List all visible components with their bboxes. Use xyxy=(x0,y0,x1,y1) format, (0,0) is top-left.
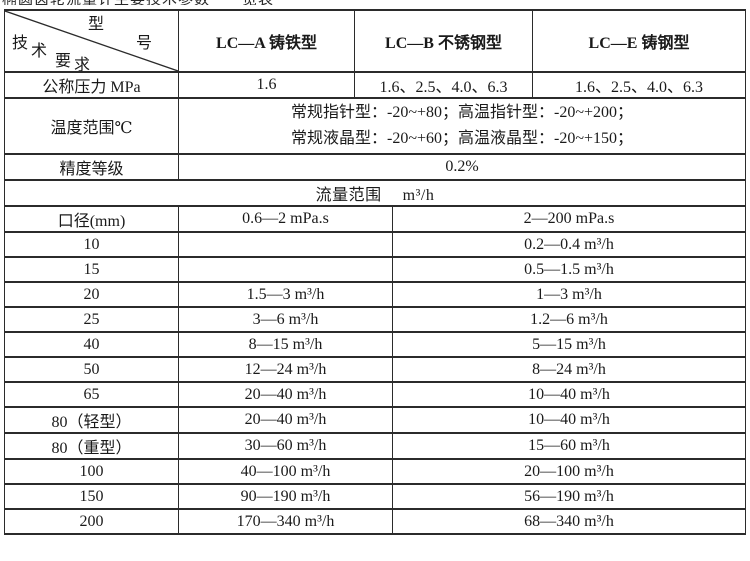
table-row: 公称压力 MPa 1.6 1.6、2.5、4.0、6.3 1.6、2.5、4.0… xyxy=(4,71,746,99)
table-row: 20 1.5—3 m³/h 1—3 m³/h xyxy=(4,281,746,308)
table-row: 150 90—190 m³/h 56—190 m³/h xyxy=(4,483,746,510)
temperature-line-lcd: 常规液晶型：-20~+60；高温液晶型：-20~+150； xyxy=(290,130,634,147)
diagonal-label-model-char2: 号 xyxy=(136,35,153,52)
diagonal-label-requirements-char4: 求 xyxy=(74,57,91,72)
spec-table-upper: 型 号 技 术 要 求 LC—A 铸铁型 LC—B 不锈钢型 LC—E 铸钢型 … xyxy=(4,9,746,207)
diameter-cell: 40 xyxy=(4,331,179,358)
flow-high-cell: 15—60 m³/h xyxy=(392,432,746,460)
flow-high-cell: 0.2—0.4 m³/h xyxy=(392,231,746,258)
flow-high-cell: 10—40 m³/h xyxy=(392,381,746,408)
viscosity-high-header: 2—200 mPa.s xyxy=(392,205,746,233)
accuracy-label: 精度等级 xyxy=(4,153,179,181)
table-row: 型 号 技 术 要 求 LC—A 铸铁型 LC—B 不锈钢型 LC—E 铸钢型 xyxy=(4,9,746,73)
temperature-value-cell: 常规指针型：-20~+80；高温指针型：-20~+200； 常规液晶型：-20~… xyxy=(178,97,746,155)
flow-low-cell: 40—100 m³/h xyxy=(178,458,393,485)
table-row: 15 0.5—1.5 m³/h xyxy=(4,256,746,283)
temperature-line-pointer: 常规指针型：-20~+80；高温指针型：-20~+200； xyxy=(290,104,634,121)
flow-low-cell: 30—60 m³/h xyxy=(178,432,393,460)
clipped-text: 椭圆齿轮流量计主要技术参数 一览表 xyxy=(2,0,322,5)
diameter-cell: 150 xyxy=(4,483,179,510)
temperature-label: 温度范围℃ xyxy=(4,97,179,155)
flow-high-cell: 8—24 m³/h xyxy=(392,356,746,383)
flow-low-cell: 20—40 m³/h xyxy=(178,406,393,434)
flow-low-cell: 170—340 m³/h xyxy=(178,508,393,535)
flow-high-cell: 68—340 m³/h xyxy=(392,508,746,535)
diagonal-label-requirements-char3: 要 xyxy=(55,53,72,70)
table-row: 100 40—100 m³/h 20—100 m³/h xyxy=(4,458,746,485)
table-row: 流量范围 m³/h xyxy=(4,179,746,207)
table-row: 40 8—15 m³/h 5—15 m³/h xyxy=(4,331,746,358)
flow-low-cell: 20—40 m³/h xyxy=(178,381,393,408)
clipped-text-line: 椭圆齿轮流量计主要技术参数 一览表 xyxy=(2,0,322,5)
diagonal-box: 型 号 技 术 要 求 xyxy=(5,11,178,72)
flow-low-cell: 3—6 m³/h xyxy=(178,306,393,333)
column-header-lc-b: LC—B 不锈钢型 xyxy=(354,9,533,73)
viscosity-low-header: 0.6—2 mPa.s xyxy=(178,205,393,233)
pressure-value-lc-a: 1.6 xyxy=(178,71,355,99)
table-row: 精度等级 0.2% xyxy=(4,153,746,181)
table-row: 50 12—24 m³/h 8—24 m³/h xyxy=(4,356,746,383)
flow-low-cell: 8—15 m³/h xyxy=(178,331,393,358)
pressure-label: 公称压力 MPa xyxy=(4,71,179,99)
flow-low-cell xyxy=(178,231,393,258)
diameter-cell: 15 xyxy=(4,256,179,283)
flow-high-cell: 5—15 m³/h xyxy=(392,331,746,358)
diameter-cell: 65 xyxy=(4,381,179,408)
flow-low-cell: 1.5—3 m³/h xyxy=(178,281,393,308)
diameter-header: 口径(mm) xyxy=(4,205,179,233)
diameter-cell: 25 xyxy=(4,306,179,333)
table-row: 口径(mm) 0.6—2 mPa.s 2—200 mPa.s xyxy=(4,205,746,233)
diameter-cell: 80（轻型） xyxy=(4,406,179,434)
table-row: 80（轻型） 20—40 m³/h 10—40 m³/h xyxy=(4,406,746,434)
pressure-value-lc-b: 1.6、2.5、4.0、6.3 xyxy=(354,71,533,99)
diagonal-line xyxy=(5,11,178,71)
table-row: 200 170—340 m³/h 68—340 m³/h xyxy=(4,508,746,535)
accuracy-value: 0.2% xyxy=(178,153,746,181)
flow-high-cell: 20—100 m³/h xyxy=(392,458,746,485)
column-header-lc-e: LC—E 铸钢型 xyxy=(532,9,746,73)
diameter-cell: 50 xyxy=(4,356,179,383)
diagonal-header-cell: 型 号 技 术 要 求 xyxy=(4,9,179,73)
table-row: 65 20—40 m³/h 10—40 m³/h xyxy=(4,381,746,408)
diameter-cell: 200 xyxy=(4,508,179,535)
pressure-value-lc-e: 1.6、2.5、4.0、6.3 xyxy=(532,71,746,99)
table-row: 温度范围℃ 常规指针型：-20~+80；高温指针型：-20~+200； 常规液晶… xyxy=(4,97,746,155)
flow-high-cell: 10—40 m³/h xyxy=(392,406,746,434)
diagonal-label-requirements-char2: 术 xyxy=(31,43,48,60)
diameter-cell: 100 xyxy=(4,458,179,485)
diameter-cell: 20 xyxy=(4,281,179,308)
diameter-cell: 80（重型） xyxy=(4,432,179,460)
flow-high-cell: 0.5—1.5 m³/h xyxy=(392,256,746,283)
flow-high-cell: 1.2—6 m³/h xyxy=(392,306,746,333)
flow-low-cell: 12—24 m³/h xyxy=(178,356,393,383)
column-header-lc-a: LC—A 铸铁型 xyxy=(178,9,355,73)
diameter-cell: 10 xyxy=(4,231,179,258)
diagonal-label-model-char1: 型 xyxy=(88,16,105,33)
table-row: 10 0.2—0.4 m³/h xyxy=(4,231,746,258)
flow-range-band: 流量范围 m³/h xyxy=(4,179,746,207)
flow-low-cell xyxy=(178,256,393,283)
flow-high-cell: 1—3 m³/h xyxy=(392,281,746,308)
table-row: 25 3—6 m³/h 1.2—6 m³/h xyxy=(4,306,746,333)
diagonal-label-requirements-char1: 技 xyxy=(12,35,29,52)
table-row: 80（重型） 30—60 m³/h 15—60 m³/h xyxy=(4,432,746,460)
flow-low-cell: 90—190 m³/h xyxy=(178,483,393,510)
spec-table-lower: 口径(mm) 0.6—2 mPa.s 2—200 mPa.s 10 0.2—0.… xyxy=(4,205,746,535)
flow-high-cell: 56—190 m³/h xyxy=(392,483,746,510)
